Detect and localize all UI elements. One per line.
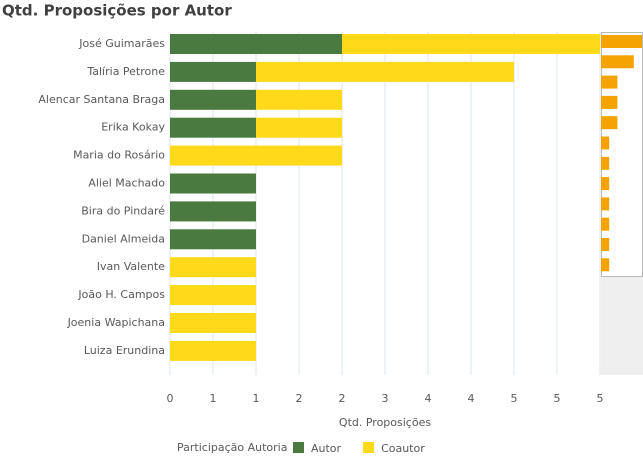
bar xyxy=(170,117,256,138)
bar xyxy=(170,229,256,250)
bar xyxy=(170,285,256,306)
legend-label: Autor xyxy=(311,442,342,455)
bar xyxy=(170,257,256,278)
x-tick-label: 2 xyxy=(339,392,346,405)
y-tick-label: Talíria Petrone xyxy=(86,65,165,78)
bar xyxy=(256,61,514,82)
legend-label: Coautor xyxy=(381,442,425,455)
minimap-bar xyxy=(601,75,618,89)
y-tick-label: Ivan Valente xyxy=(97,260,165,273)
bar xyxy=(170,201,256,222)
legend-swatch xyxy=(293,442,304,453)
y-tick-label: Daniel Almeida xyxy=(82,232,165,245)
y-tick-label: Luiza Erundina xyxy=(84,344,165,357)
bar xyxy=(170,173,256,194)
minimap-bar xyxy=(601,35,642,48)
minimap-bar xyxy=(601,156,610,170)
minimap-bar xyxy=(601,238,610,251)
minimap-bar xyxy=(601,258,610,272)
y-tick-label: José Guimarães xyxy=(78,37,165,50)
x-tick-label: 2 xyxy=(296,392,303,405)
y-tick-label: Joenia Wapichana xyxy=(67,316,165,329)
chart-title: Qtd. Proposições por Autor xyxy=(2,2,232,20)
bar xyxy=(170,340,256,361)
minimap-bar xyxy=(601,136,610,150)
bar xyxy=(170,145,342,166)
y-tick-label: Erika Kokay xyxy=(101,121,165,134)
x-tick-label: 4 xyxy=(425,392,432,405)
bar xyxy=(170,34,342,54)
x-tick-label: 5 xyxy=(597,392,604,405)
bar xyxy=(256,89,342,110)
minimap-bar xyxy=(601,197,610,211)
x-tick-label: 4 xyxy=(468,392,475,405)
minimap-bar xyxy=(601,55,634,69)
bar xyxy=(256,117,342,138)
y-tick-label: Alencar Santana Braga xyxy=(38,93,165,106)
minimap-bar xyxy=(601,116,618,130)
bar xyxy=(170,89,256,110)
legend-swatch xyxy=(363,442,375,453)
x-tick-label: 5 xyxy=(554,392,561,405)
x-axis-title: Qtd. Proposições xyxy=(339,416,431,429)
bar xyxy=(342,34,600,54)
y-tick-label: Bira do Pindaré xyxy=(81,204,165,217)
y-tick-label: João H. Campos xyxy=(77,288,165,301)
minimap-bar xyxy=(601,217,610,231)
x-tick-label: 3 xyxy=(382,392,389,405)
minimap-bar xyxy=(601,95,618,109)
minimap-outside xyxy=(601,277,643,375)
x-tick-label: 1 xyxy=(210,392,217,405)
x-tick-label: 1 xyxy=(253,392,260,405)
minimap-bar xyxy=(601,177,610,191)
bar xyxy=(170,61,256,82)
y-tick-label: Aliel Machado xyxy=(88,177,165,190)
legend-title: Participação Autoria xyxy=(177,441,287,454)
bar xyxy=(170,313,256,333)
y-tick-label: Maria do Rosário xyxy=(73,149,165,162)
x-tick-label: 0 xyxy=(167,392,174,405)
x-tick-label: 5 xyxy=(511,392,518,405)
